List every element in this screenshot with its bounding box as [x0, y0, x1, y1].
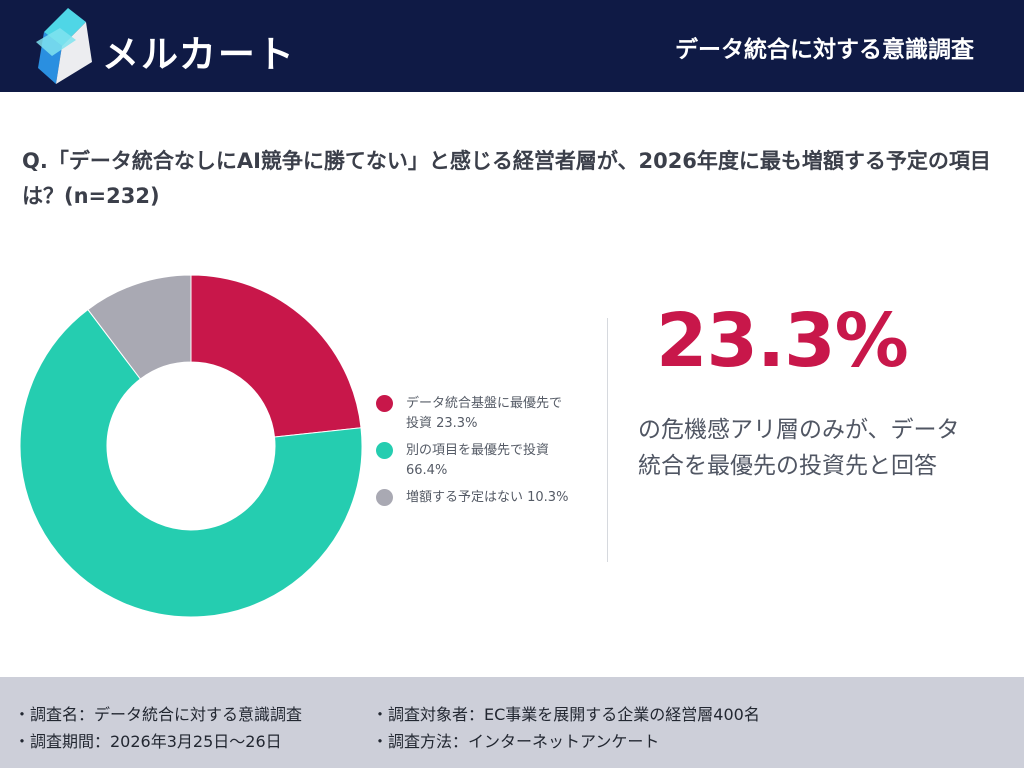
legend-item: データ統合基盤に最優先で 投資 23.3%: [376, 394, 606, 434]
legend-swatch: [376, 395, 393, 412]
footer-survey-target: ・調査対象者：EC事業を展開する企業の経営層400名: [372, 705, 760, 724]
slice-other-priority: [19, 308, 363, 618]
legend-swatch: [376, 442, 393, 459]
legend-item: 別の項目を最優先で投資 66.4%: [376, 441, 606, 481]
footer: ・調査名：データ統合に対する意識調査 ・調査対象者：EC事業を展開する企業の経営…: [0, 677, 1024, 768]
footer-survey-name: ・調査名：データ統合に対する意識調査: [14, 705, 303, 724]
header-title: データ統合に対する意識調査: [675, 37, 974, 63]
highlight-value: 23.3%: [656, 298, 909, 384]
header-bar: メルカート データ統合に対する意識調査: [0, 0, 1024, 92]
slice-no-increase: [87, 274, 192, 380]
donut-chart: [19, 274, 363, 618]
chart-legend: データ統合基盤に最優先で 投資 23.3% 別の項目を最優先で投資 66.4% …: [376, 394, 606, 515]
legend-label: 別の項目を最優先で投資 66.4%: [406, 443, 550, 478]
divider: [607, 318, 608, 562]
legend-swatch: [376, 489, 393, 506]
slice-data-integration: [190, 274, 362, 438]
footer-survey-period: ・調査期間：2026年3月25日～26日: [14, 732, 282, 751]
logo-icon: [36, 8, 92, 84]
brand-name: メルカート: [102, 33, 296, 76]
legend-label: データ統合基盤に最優先で 投資 23.3%: [406, 396, 563, 431]
question-text: Q.「データ統合なしにAI競争に勝てない」と感じる経営者層が、2026年度に最も…: [22, 149, 991, 208]
legend-label: 増額する予定はない 10.3%: [406, 490, 569, 505]
highlight-text: の危機感アリ層のみが、データ 統合を最優先の投資先と回答: [638, 417, 960, 479]
footer-survey-method: ・調査方法：インターネットアンケート: [372, 732, 660, 751]
legend-item: 増額する予定はない 10.3%: [376, 488, 606, 508]
